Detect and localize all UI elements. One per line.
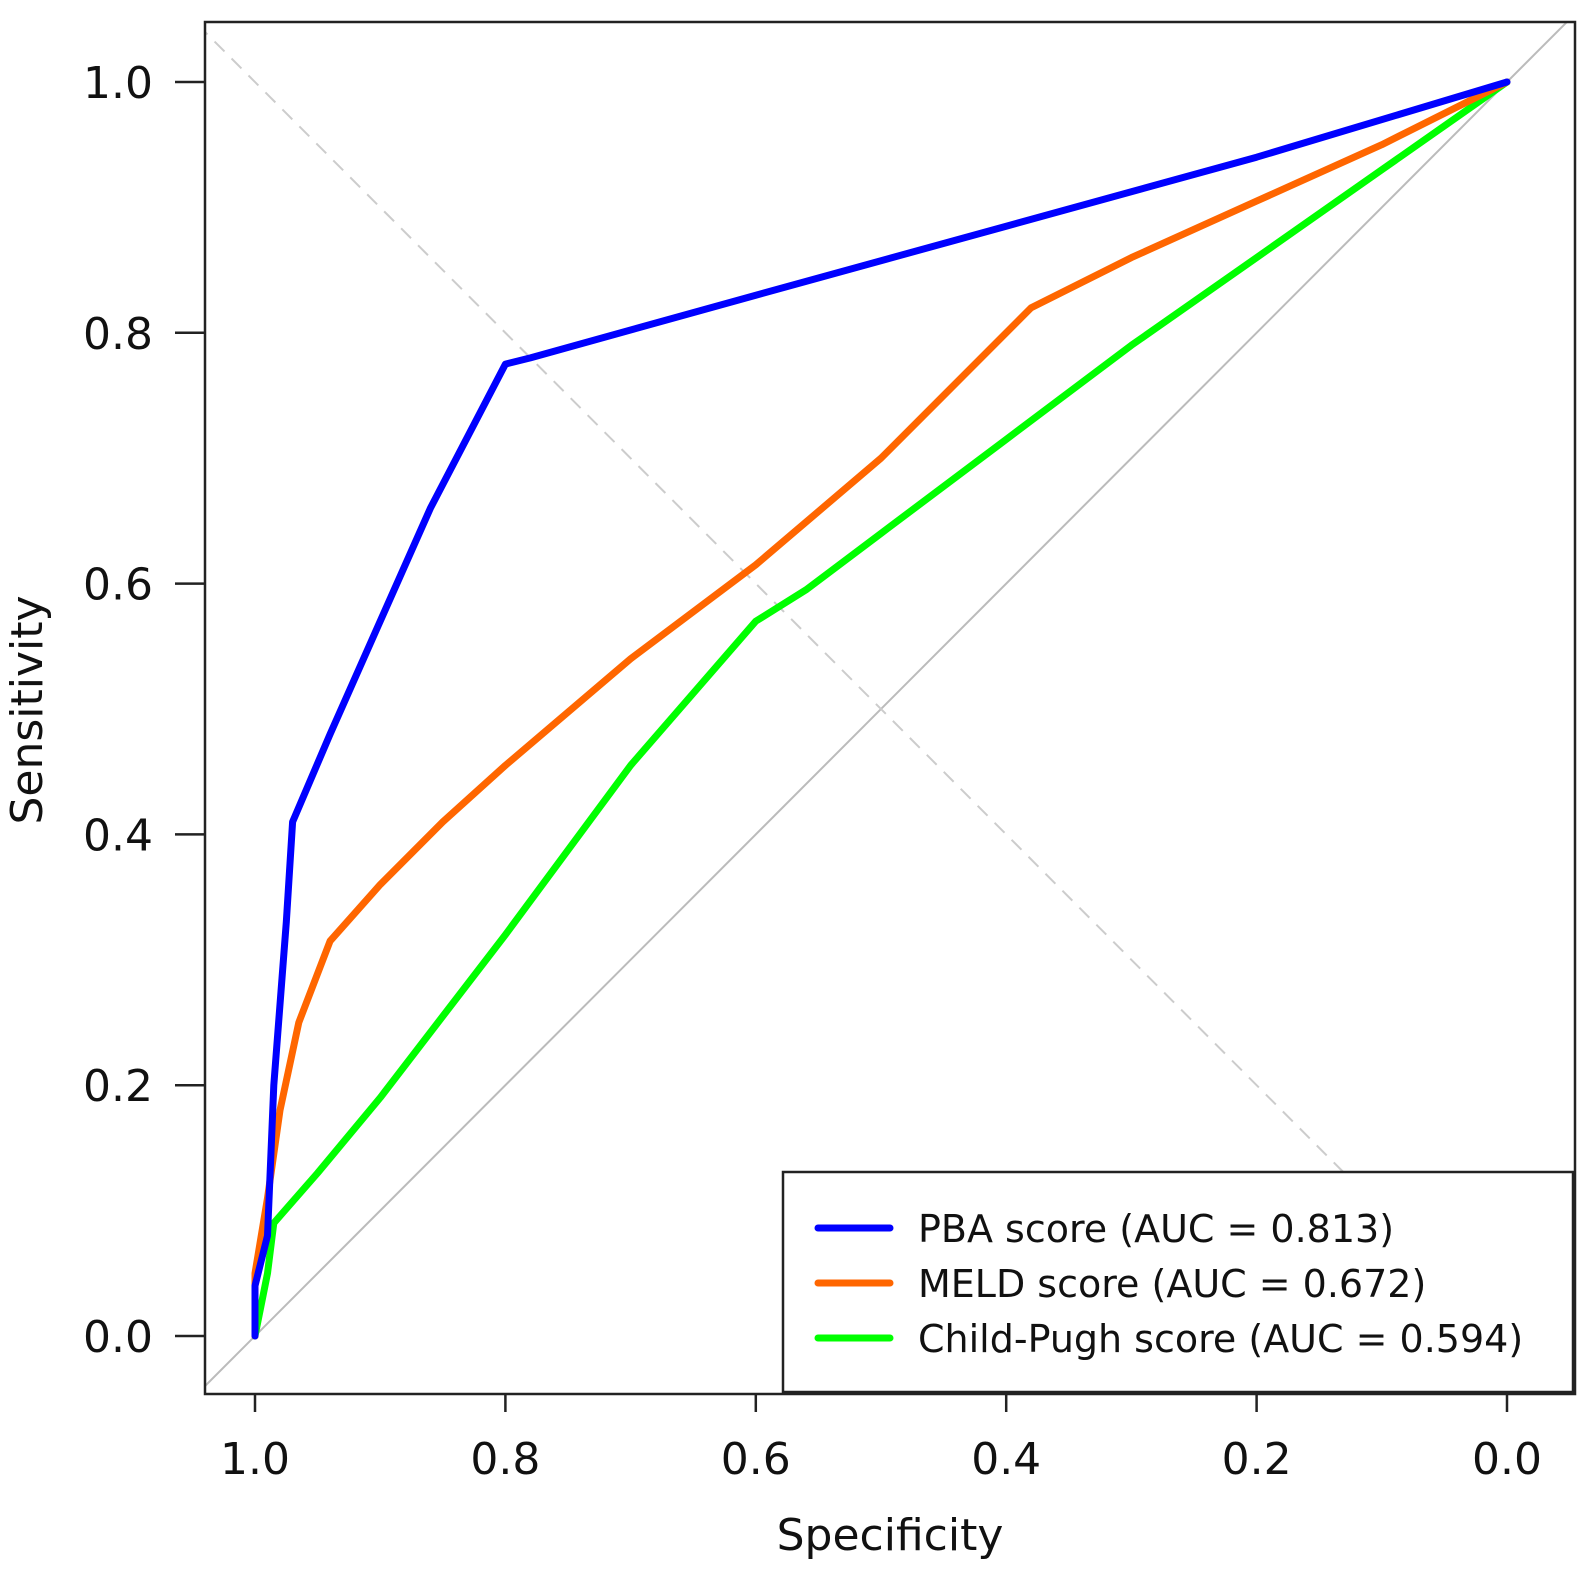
x-tick-label: 0.4 bbox=[971, 1434, 1041, 1485]
legend-label-pba-score: PBA score (AUC = 0.813) bbox=[918, 1207, 1394, 1251]
x-tick-label: 1.0 bbox=[220, 1434, 290, 1485]
y-tick-label: 0.4 bbox=[83, 810, 153, 861]
y-axis: 0.0 0.2 0.4 0.6 0.8 1.0 bbox=[83, 58, 205, 1363]
y-tick-label: 1.0 bbox=[83, 58, 153, 109]
x-tick-label: 0.8 bbox=[470, 1434, 540, 1485]
series-line-child-pugh-score bbox=[251, 78, 1511, 1340]
y-tick-label: 0.6 bbox=[83, 560, 153, 611]
plot-frame bbox=[203, 20, 1577, 1396]
y-axis-title: Sensitivity bbox=[2, 595, 53, 824]
legend-label-meld-score: MELD score (AUC = 0.672) bbox=[918, 1262, 1426, 1306]
series-line-pba-score bbox=[251, 78, 1511, 1340]
y-tick-label: 0.0 bbox=[83, 1312, 153, 1363]
reference-line-dashed bbox=[205, 30, 1567, 1394]
series-lines bbox=[251, 78, 1511, 1340]
legend-label-child-pugh-score: Child-Pugh score (AUC = 0.594) bbox=[918, 1317, 1523, 1361]
x-axis: 1.0 0.8 0.6 0.4 0.2 0.0 bbox=[220, 1394, 1542, 1485]
reference-lines bbox=[205, 22, 1569, 1394]
y-tick-label: 0.2 bbox=[83, 1061, 153, 1112]
series-line-meld-score bbox=[251, 78, 1511, 1340]
x-axis-title: Specificity bbox=[777, 1510, 1004, 1561]
legend-box bbox=[781, 1170, 1575, 1394]
legend: PBA score (AUC = 0.813) MELD score (AUC =… bbox=[781, 1170, 1575, 1394]
y-tick-label: 0.8 bbox=[83, 309, 153, 360]
x-tick-label: 0.6 bbox=[721, 1434, 791, 1485]
x-tick-label: 0.0 bbox=[1472, 1434, 1542, 1485]
x-tick-label: 0.2 bbox=[1222, 1434, 1292, 1485]
